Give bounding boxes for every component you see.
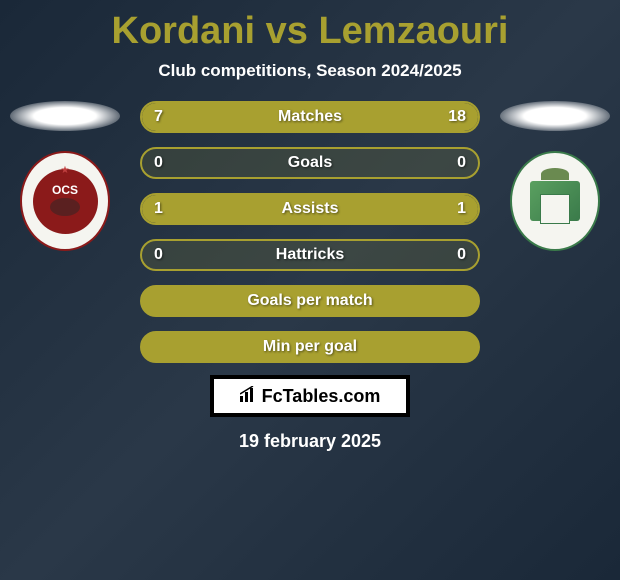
right-column (500, 101, 610, 251)
player-shadow-left (10, 101, 120, 131)
stat-row-goals-per-match: Goals per match (140, 285, 480, 317)
stats-column: 7 Matches 18 0 Goals 0 1 Assists 1 (140, 101, 480, 363)
stat-label: Hattricks (276, 246, 344, 264)
crest-crown-icon (541, 168, 569, 180)
crest-left-label: OCS (52, 183, 78, 197)
stat-row-hattricks: 0 Hattricks 0 (140, 239, 480, 271)
player-shadow-right (500, 101, 610, 131)
crest-left-circle: OCS (33, 169, 98, 234)
stat-value-right: 0 (457, 246, 466, 264)
stat-label: Goals (288, 154, 332, 172)
page-subtitle: Club competitions, Season 2024/2025 (158, 61, 461, 81)
date-text: 19 february 2025 (239, 431, 381, 452)
stat-value-right: 18 (448, 108, 466, 126)
stat-label: Assists (282, 200, 339, 218)
stat-label: Min per goal (263, 338, 357, 356)
stat-value-left: 1 (154, 200, 163, 218)
main-content: ★ OCS 7 Matches 18 0 Goals 0 (0, 101, 620, 363)
stat-fill-right (236, 103, 478, 131)
stat-row-matches: 7 Matches 18 (140, 101, 480, 133)
stat-row-min-per-goal: Min per goal (140, 331, 480, 363)
team-crest-right (510, 151, 600, 251)
branding-text: FcTables.com (262, 386, 381, 407)
team-crest-left: ★ OCS (20, 151, 110, 251)
page-title: Kordani vs Lemzaouri (112, 10, 509, 53)
stat-label: Matches (278, 108, 342, 126)
stat-value-left: 7 (154, 108, 163, 126)
stat-row-goals: 0 Goals 0 (140, 147, 480, 179)
stat-value-right: 1 (457, 200, 466, 218)
crest-star-icon: ★ (61, 165, 70, 176)
crest-shield-icon (540, 194, 570, 224)
stat-row-assists: 1 Assists 1 (140, 193, 480, 225)
crest-ball-icon (50, 198, 80, 216)
stat-label: Goals per match (247, 292, 372, 310)
stat-value-right: 0 (457, 154, 466, 172)
stat-value-left: 0 (154, 246, 163, 264)
chart-icon (240, 386, 258, 407)
stat-value-left: 0 (154, 154, 163, 172)
left-column: ★ OCS (10, 101, 120, 251)
branding-badge: FcTables.com (210, 375, 410, 417)
